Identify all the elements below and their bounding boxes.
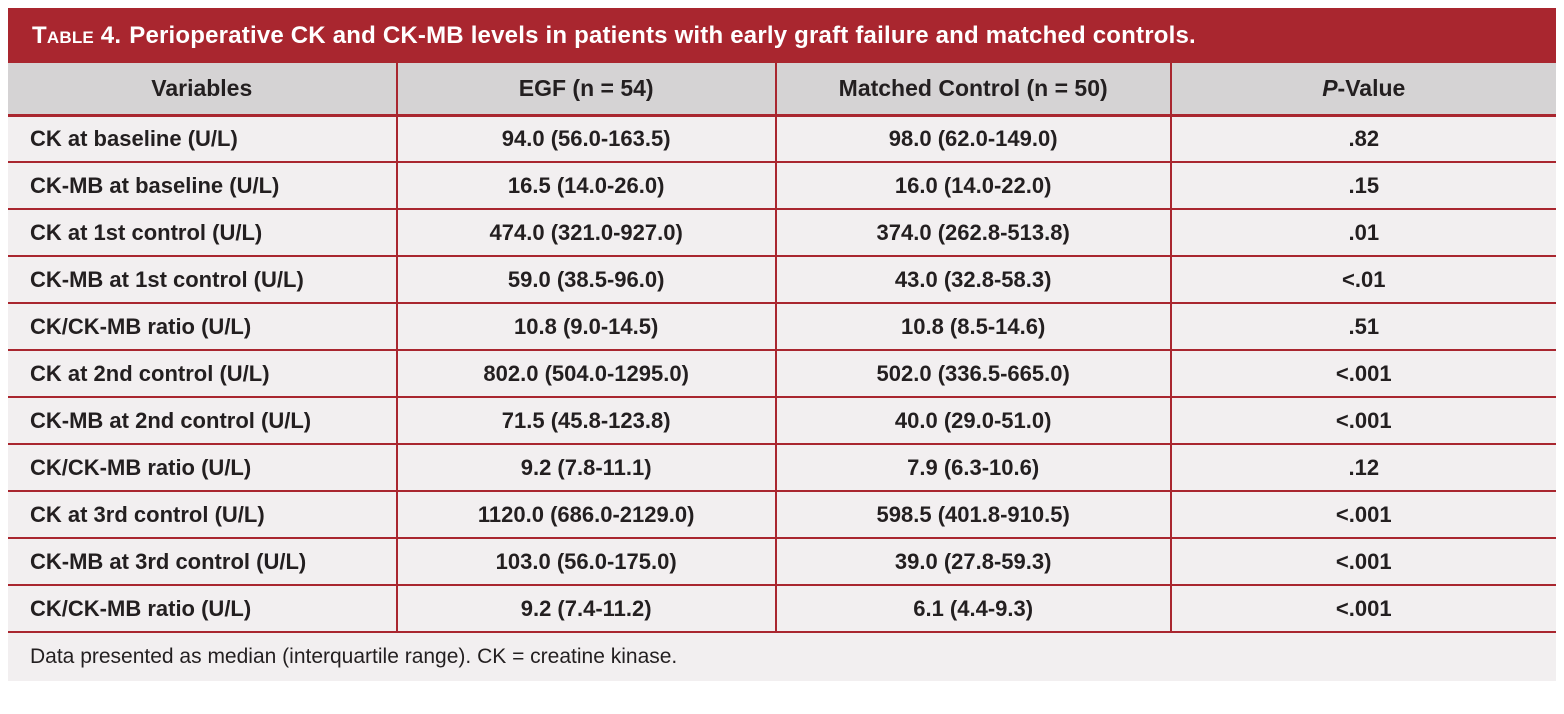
p-value-cell: <.001 (1169, 397, 1556, 445)
egf-value-cell: 9.2 (7.4-11.2) (395, 585, 776, 633)
column-header-variables: Variables (8, 63, 397, 117)
matched-control-value-cell: 502.0 (336.5-665.0) (774, 350, 1171, 398)
table-row: CK/CK-MB ratio (U/L) 10.8 (9.0-14.5) 10.8 … (8, 303, 1556, 351)
table-title-text: Perioperative CK and CK-MB levels in pat… (129, 21, 1196, 49)
p-value-cell: <.001 (1169, 538, 1556, 586)
p-value-cell: <.01 (1169, 256, 1556, 304)
column-header-matched-control-n-50: Matched Control (n = 50) (774, 63, 1171, 117)
table-row: CK-MB at 1st control (U/L) 59.0 (38.5-96.… (8, 256, 1556, 304)
table-footnote: Data presented as median (interquartile … (8, 632, 1556, 681)
variable-cell: CK-MB at 3rd control (U/L) (8, 538, 397, 586)
variable-cell: CK/CK-MB ratio (U/L) (8, 444, 397, 492)
table-row: CK at baseline (U/L) 94.0 (56.0-163.5) 98.… (8, 115, 1556, 163)
egf-value-cell: 71.5 (45.8-123.8) (395, 397, 776, 445)
data-table: Variables EGF (n = 54) Matched Control (n … (8, 63, 1556, 681)
egf-value-cell: 103.0 (56.0-175.0) (395, 538, 776, 586)
variable-cell: CK/CK-MB ratio (U/L) (8, 303, 397, 351)
variable-cell: CK at baseline (U/L) (8, 115, 397, 163)
egf-value-cell: 16.5 (14.0-26.0) (395, 162, 776, 210)
variable-cell: CK-MB at baseline (U/L) (8, 162, 397, 210)
egf-value-cell: 474.0 (321.0-927.0) (395, 209, 776, 257)
egf-value-cell: 94.0 (56.0-163.5) (395, 115, 776, 163)
variable-cell: CK at 1st control (U/L) (8, 209, 397, 257)
egf-value-cell: 802.0 (504.0-1295.0) (395, 350, 776, 398)
egf-value-cell: 1120.0 (686.0-2129.0) (395, 491, 776, 539)
matched-control-value-cell: 40.0 (29.0-51.0) (774, 397, 1171, 445)
table-row: CK-MB at 2nd control (U/L) 71.5 (45.8-123… (8, 397, 1556, 445)
matched-control-value-cell: 16.0 (14.0-22.0) (774, 162, 1171, 210)
p-value-cell: .82 (1169, 115, 1556, 163)
table-body: CK at baseline (U/L) 94.0 (56.0-163.5) 98.… (8, 115, 1556, 633)
header-row: Variables EGF (n = 54) Matched Control (n … (8, 63, 1556, 117)
egf-value-cell: 9.2 (7.8-11.1) (395, 444, 776, 492)
matched-control-value-cell: 598.5 (401.8-910.5) (774, 491, 1171, 539)
egf-value-cell: 59.0 (38.5-96.0) (395, 256, 776, 304)
table-row: CK at 1st control (U/L) 474.0 (321.0-927.… (8, 209, 1556, 257)
p-value-cell: .01 (1169, 209, 1556, 257)
variable-cell: CK-MB at 2nd control (U/L) (8, 397, 397, 445)
paper-table-figure: Table 4. Perioperative CK and CK-MB leve… (8, 8, 1556, 681)
table-row: CK/CK-MB ratio (U/L) 9.2 (7.4-11.2) 6.1 (4… (8, 585, 1556, 633)
table-row: CK-MB at baseline (U/L) 16.5 (14.0-26.0) 1… (8, 162, 1556, 210)
variable-cell: CK/CK-MB ratio (U/L) (8, 585, 397, 633)
table-number-label: Table 4. (32, 21, 122, 49)
table-row: CK at 3rd control (U/L) 1120.0 (686.0-212… (8, 491, 1556, 539)
egf-value-cell: 10.8 (9.0-14.5) (395, 303, 776, 351)
matched-control-value-cell: 98.0 (62.0-149.0) (774, 115, 1171, 163)
table-row: CK at 2nd control (U/L) 802.0 (504.0-1295… (8, 350, 1556, 398)
p-value-cell: <.001 (1169, 491, 1556, 539)
matched-control-value-cell: 39.0 (27.8-59.3) (774, 538, 1171, 586)
table-footer: Data presented as median (interquartile … (8, 632, 1556, 681)
variable-cell: CK at 3rd control (U/L) (8, 491, 397, 539)
column-header-p-value: P-Value (1169, 63, 1556, 117)
table-row: CK-MB at 3rd control (U/L) 103.0 (56.0-17… (8, 538, 1556, 586)
matched-control-value-cell: 374.0 (262.8-513.8) (774, 209, 1171, 257)
p-value-cell: .12 (1169, 444, 1556, 492)
matched-control-value-cell: 7.9 (6.3-10.6) (774, 444, 1171, 492)
variable-cell: CK-MB at 1st control (U/L) (8, 256, 397, 304)
matched-control-value-cell: 43.0 (32.8-58.3) (774, 256, 1171, 304)
matched-control-value-cell: 10.8 (8.5-14.6) (774, 303, 1171, 351)
p-value-cell: .15 (1169, 162, 1556, 210)
p-value-cell: <.001 (1169, 585, 1556, 633)
p-value-cell: <.001 (1169, 350, 1556, 398)
column-header-egf-n-54: EGF (n = 54) (395, 63, 776, 117)
footnote-row: Data presented as median (interquartile … (8, 632, 1556, 681)
variable-cell: CK at 2nd control (U/L) (8, 350, 397, 398)
matched-control-value-cell: 6.1 (4.4-9.3) (774, 585, 1171, 633)
table-header: Variables EGF (n = 54) Matched Control (n … (8, 63, 1556, 117)
table-title-bar: Table 4. Perioperative CK and CK-MB leve… (8, 8, 1556, 63)
p-value-cell: .51 (1169, 303, 1556, 351)
table-row: CK/CK-MB ratio (U/L) 9.2 (7.8-11.1) 7.9 (6… (8, 444, 1556, 492)
